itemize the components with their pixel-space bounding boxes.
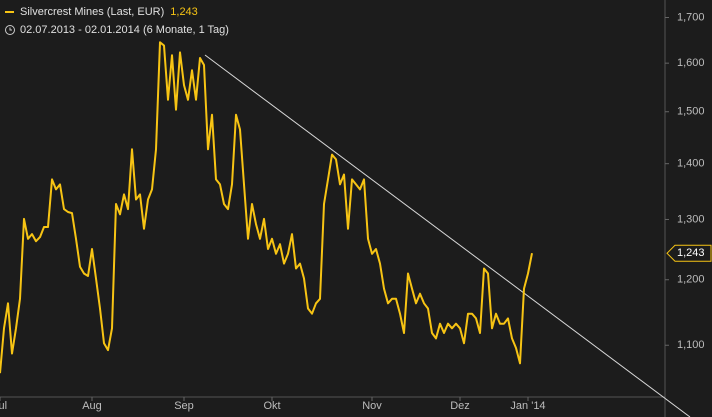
x-tick-label: Jul <box>0 400 7 412</box>
x-tick-label: Nov <box>362 400 382 412</box>
y-tick-label: 1,100 <box>677 339 705 351</box>
y-tick-label: 1,200 <box>677 274 705 286</box>
x-tick-label: Okt <box>263 400 280 412</box>
title: Silvercrest Mines (Last, EUR) <box>20 6 164 18</box>
trend-line <box>204 54 691 417</box>
subtitle: 02.07.2013 - 02.01.2014 (6 Monate, 1 Tag… <box>20 24 229 36</box>
last-value: 1,243 <box>170 6 198 18</box>
x-tick-label: Dez <box>450 400 470 412</box>
x-tick-label: Aug <box>82 400 102 412</box>
y-tick-label: 1,400 <box>677 158 705 170</box>
clock-icon <box>5 25 15 35</box>
x-tick-label: Sep <box>174 400 194 412</box>
x-tick-label: Jan '14 <box>510 400 545 412</box>
y-tick-label: 1,700 <box>677 11 705 23</box>
y-tick-label: 1,600 <box>677 57 705 69</box>
last-value-badge-label: 1,243 <box>677 247 705 259</box>
y-tick-label: 1,300 <box>677 213 705 225</box>
price-line <box>0 41 533 374</box>
last-value-badge <box>666 244 712 262</box>
legend-label: Silvercrest Mines (Last, EUR) 1,243 <box>20 6 198 18</box>
clock-hands <box>9 27 12 31</box>
y-tick-label: 1,500 <box>677 106 705 118</box>
